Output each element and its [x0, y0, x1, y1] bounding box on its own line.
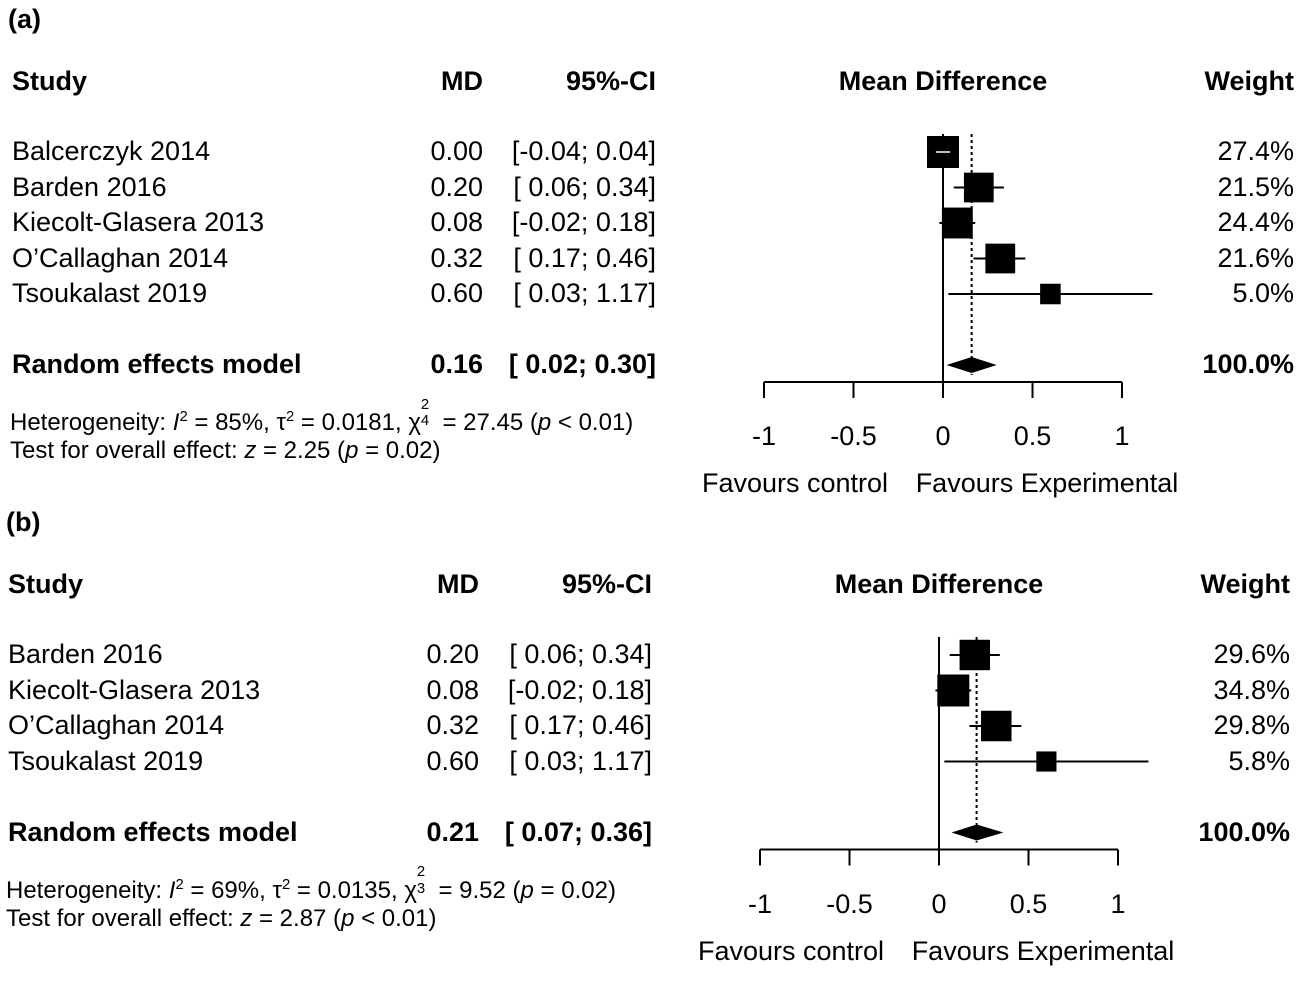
study-name: Tsoukalast 2019 [12, 278, 208, 308]
header-ci: 95%-CI [565, 66, 656, 96]
x-tick-label: 0.5 [1009, 888, 1048, 919]
study-weight: 29.8% [1213, 710, 1290, 740]
pooled-weight: 100.0% [1202, 349, 1294, 379]
effect-square [941, 207, 973, 239]
study-ci: [-0.02; 0.18] [511, 207, 656, 237]
study-md: 0.20 [430, 171, 483, 202]
forest-plot-svg [763, 134, 1153, 398]
pooled-weight: 100.0% [1198, 816, 1290, 847]
effect-square [985, 243, 1016, 274]
study-weight: 34.8% [1213, 674, 1290, 705]
study-name: O’Callaghan 2014 [8, 710, 225, 740]
effect-square [959, 639, 991, 671]
study-weight: 29.6% [1213, 639, 1290, 669]
forest-panel-b: (b) Study MD 95%-CI Mean Difference Weight Bar… [0, 503, 1300, 1003]
study-name: Kiecolt-Glasera 2013 [12, 207, 265, 237]
effect-square [963, 172, 994, 203]
study-name: Kiecolt-Glasera 2013 [8, 674, 261, 705]
header-md: MD [441, 66, 483, 96]
study-md: 0.08 [426, 674, 479, 705]
study-ci: [ 0.06; 0.34] [513, 171, 656, 202]
study-name: Barden 2016 [8, 639, 163, 669]
study-ci: [ 0.03; 1.17] [509, 745, 652, 776]
pooled-diamond [951, 824, 1004, 841]
header-study: Study [8, 569, 84, 599]
study-name: Tsoukalast 2019 [8, 745, 204, 776]
favours-control-label: Favours control [697, 935, 885, 966]
study-weight: 5.8% [1228, 745, 1290, 776]
pooled-md: 0.21 [426, 816, 479, 847]
overall-effect-text: Test for overall effect: z = 2.25 (p = 0… [10, 437, 441, 464]
pooled-md: 0.16 [430, 349, 483, 379]
study-weight: 21.5% [1217, 171, 1294, 202]
study-weight: 27.4% [1217, 136, 1294, 166]
x-tick-label: 1 [1114, 421, 1130, 451]
study-name: O’Callaghan 2014 [12, 242, 229, 273]
study-ci: [ 0.17; 0.46] [513, 242, 656, 273]
favours-experimental-label: Favours Experimental [911, 935, 1175, 966]
study-md: 0.20 [426, 639, 479, 669]
pooled-ci: [ 0.07; 0.36] [504, 816, 652, 847]
pooled-name: Random effects model [8, 816, 298, 847]
pooled-ci: [ 0.02; 0.30] [508, 349, 656, 379]
favours-experimental-label: Favours Experimental [915, 468, 1179, 498]
header-weight: Weight [1200, 569, 1291, 599]
x-tick-label: -0.5 [830, 421, 877, 451]
study-name: Barden 2016 [12, 171, 167, 202]
forest-plot-svg [759, 637, 1149, 866]
header-md: MD [437, 569, 479, 599]
study-md: 0.32 [430, 242, 483, 273]
header-mean-difference: Mean Difference [838, 66, 1048, 96]
study-md: 0.32 [426, 710, 479, 740]
x-tick-label: 0 [935, 421, 951, 451]
study-ci: [-0.02; 0.18] [507, 674, 652, 705]
panel-label: (b) [6, 507, 41, 537]
study-ci: [ 0.17; 0.46] [509, 710, 652, 740]
x-tick-label: 0.5 [1013, 421, 1052, 451]
study-md: 0.00 [430, 136, 483, 166]
study-ci: [ 0.03; 1.17] [513, 278, 656, 308]
forest-panel-a: (a) Study MD 95%-CI Mean Difference Weight Bal… [0, 0, 1300, 500]
pooled-diamond [946, 357, 997, 373]
overall-effect-text: Test for overall effect: z = 2.87 (p < 0… [6, 904, 437, 932]
effect-square [1036, 751, 1057, 772]
header-ci: 95%-CI [561, 569, 652, 599]
study-ci: [ 0.06; 0.34] [509, 639, 652, 669]
study-md: 0.08 [430, 207, 483, 237]
favours-control-label: Favours control [701, 468, 889, 498]
x-tick-label: -0.5 [826, 888, 873, 919]
effect-square [937, 674, 970, 707]
header-study: Study [12, 66, 88, 96]
header-mean-difference: Mean Difference [834, 569, 1044, 599]
panel-label: (a) [8, 4, 41, 34]
x-tick-label: -1 [751, 421, 776, 451]
study-md: 0.60 [426, 745, 479, 776]
x-tick-label: 1 [1110, 888, 1126, 919]
study-ci: [-0.04; 0.04] [511, 136, 656, 166]
x-tick-label: 0 [931, 888, 947, 919]
effect-square [1040, 283, 1061, 305]
study-weight: 24.4% [1217, 207, 1294, 237]
effect-square [981, 710, 1012, 742]
x-tick-label: -1 [747, 888, 772, 919]
pooled-name: Random effects model [12, 349, 302, 379]
study-weight: 21.6% [1217, 242, 1294, 273]
study-md: 0.60 [430, 278, 483, 308]
study-weight: 5.0% [1232, 278, 1294, 308]
study-name: Balcerczyk 2014 [12, 136, 211, 166]
header-weight: Weight [1204, 66, 1295, 96]
